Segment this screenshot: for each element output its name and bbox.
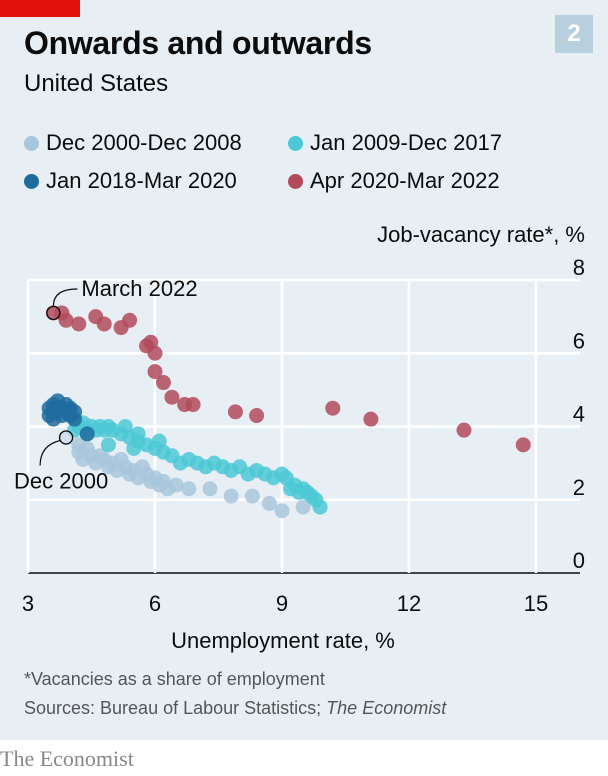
- annotation-leader-dec-2000: [39, 439, 61, 466]
- point-series-4: [325, 400, 341, 416]
- point-series-1: [202, 481, 218, 497]
- annotation-label-march-2022: March 2022: [81, 276, 197, 301]
- x-tick-label: 12: [397, 591, 421, 616]
- point-series-4: [164, 389, 180, 405]
- point-series-4: [71, 316, 87, 332]
- gridlines: [26, 278, 580, 574]
- x-tick-label: 9: [276, 591, 288, 616]
- x-axis-label: Unemployment rate, %: [171, 628, 395, 653]
- point-series-3: [45, 411, 61, 427]
- point-series-2: [130, 426, 146, 442]
- y-tick-label: 0: [573, 548, 585, 573]
- chart-number-badge: 2: [555, 15, 593, 53]
- point-series-2: [151, 433, 167, 449]
- legend-label-series-2: Jan 2009-Dec 2017: [310, 130, 503, 155]
- point-series-4: [155, 375, 171, 391]
- sources-italic: The Economist: [326, 698, 447, 718]
- point-series-4: [139, 338, 155, 354]
- annotation-label-dec-2000: Dec 2000: [14, 468, 108, 493]
- point-series-1: [295, 499, 311, 515]
- scatter-plot: Job-vacancy rate*, % 0 2 4 6 8 3 6 9 12 15 March …: [14, 222, 585, 653]
- point-series-1: [223, 488, 239, 504]
- point-series-1: [168, 477, 184, 493]
- sources-text: Sources: Bureau of Labour Statistics;: [24, 698, 327, 718]
- point-series-1: [181, 481, 197, 497]
- point-series-2: [117, 419, 133, 434]
- chart-subtitle: United States: [24, 70, 169, 97]
- legend-label-series-3: Jan 2018-Mar 2020: [46, 168, 237, 193]
- chart-title: Onwards and outwards: [24, 25, 372, 61]
- annotation-leader-march-2022: [52, 288, 78, 306]
- point-series-4: [177, 397, 193, 413]
- footnote-note: *Vacancies as a share of employment: [24, 669, 325, 689]
- annotation-marker-march-2022: [46, 305, 61, 321]
- legend-dot-series-3: [24, 173, 39, 189]
- legend-item-series-3: Jan 2018-Mar 2020: [24, 168, 237, 194]
- chart-panel: [0, 0, 608, 740]
- tick-labels: 0 2 4 6 8 3 6 9 12 15: [22, 255, 585, 616]
- point-series-3: [79, 426, 95, 442]
- annotation-marker-dec-2000: [58, 430, 74, 445]
- y-tick-label: 6: [573, 328, 585, 353]
- annotations: March 2022 Dec 2000: [14, 276, 198, 494]
- point-series-4: [113, 320, 129, 336]
- footnote-sources: Sources: Bureau of Labour Statistics; Th…: [24, 698, 446, 719]
- brand-tab: [0, 0, 80, 17]
- point-series-4: [249, 408, 265, 424]
- legend-label-series-1: Dec 2000-Dec 2008: [46, 130, 242, 155]
- point-series-2: [100, 437, 116, 453]
- legend-label-series-4: Apr 2020-Mar 2022: [310, 168, 500, 193]
- y-tick-label: 4: [573, 402, 585, 427]
- y-tick-label: 8: [573, 255, 585, 280]
- legend-item-series-4: Apr 2020-Mar 2022: [288, 168, 500, 194]
- y-axis-label: Job-vacancy rate*, %: [377, 222, 585, 247]
- point-series-4: [515, 437, 531, 453]
- brand-wordmark: The Economist: [0, 746, 134, 771]
- point-series-2: [126, 440, 142, 456]
- point-series-4: [147, 364, 163, 380]
- data-points: [41, 305, 531, 519]
- point-series-4: [45, 305, 61, 321]
- legend-dot-series-2: [288, 135, 303, 151]
- legend-dot-series-1: [24, 135, 39, 151]
- point-series-4: [88, 309, 104, 325]
- point-series-1: [274, 503, 290, 519]
- point-series-4: [363, 411, 379, 427]
- legend-dot-series-4: [288, 173, 303, 189]
- point-series-1: [244, 488, 260, 504]
- point-series-3: [67, 411, 83, 427]
- point-series-4: [456, 422, 472, 438]
- legend-item-series-1: Dec 2000-Dec 2008: [24, 130, 242, 156]
- legend-item-series-2: Jan 2009-Dec 2017: [288, 130, 502, 156]
- point-series-4: [227, 404, 243, 420]
- x-tick-label: 6: [149, 591, 161, 616]
- y-tick-label: 2: [573, 475, 585, 500]
- point-series-1: [261, 495, 277, 511]
- x-tick-label: 15: [524, 591, 548, 616]
- x-tick-label: 3: [22, 591, 34, 616]
